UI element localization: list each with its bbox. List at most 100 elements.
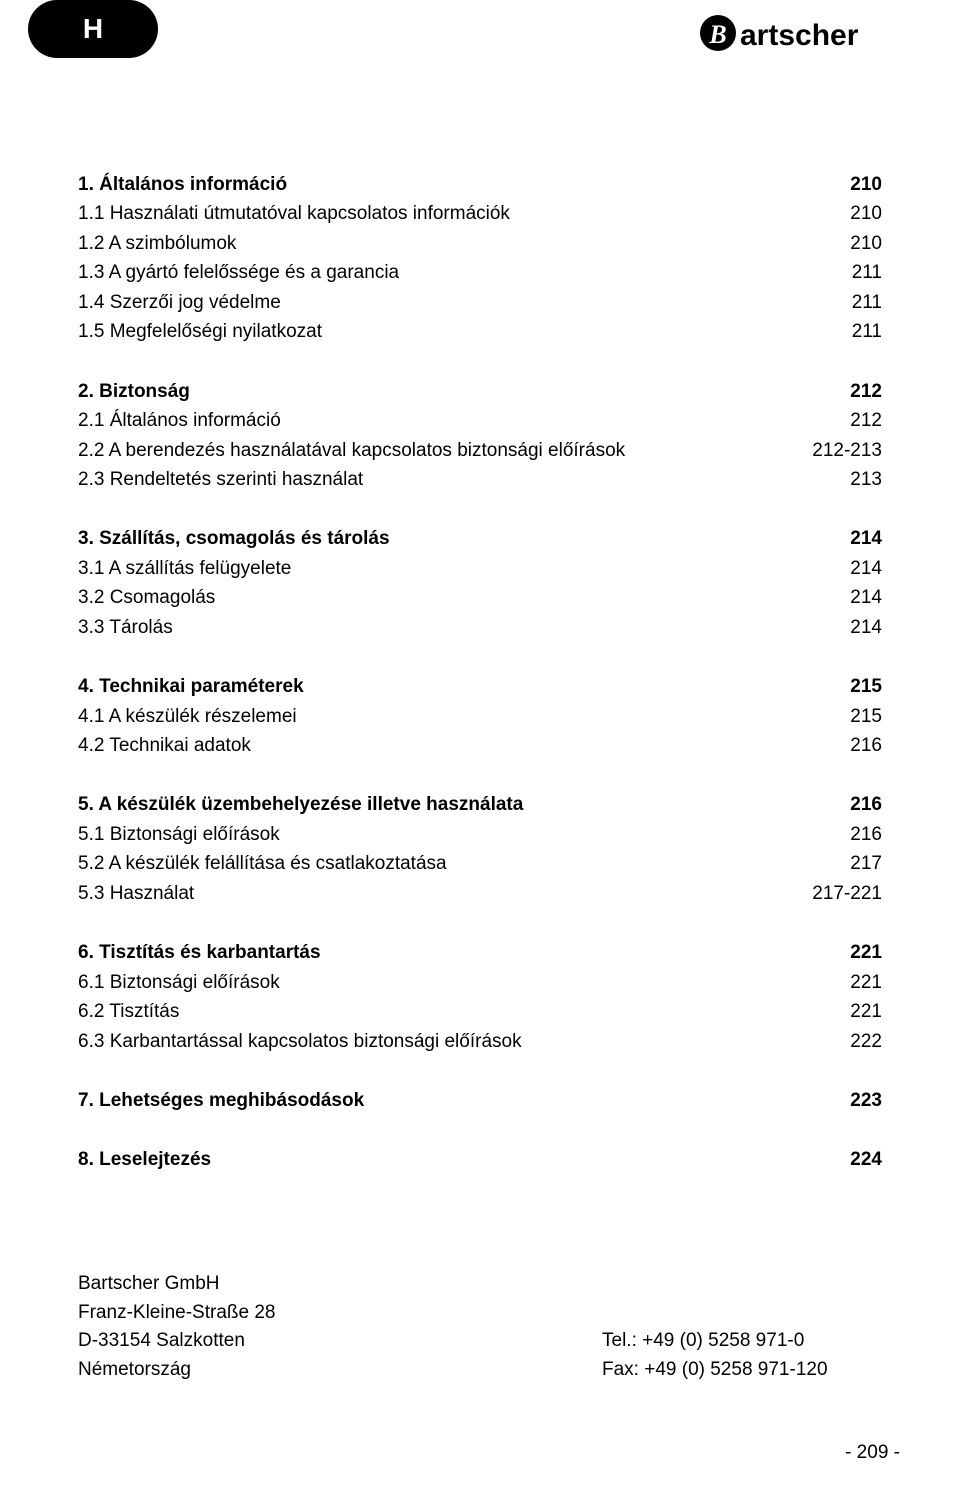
toc-section: 3. Szállítás, csomagolás és tárolás2143.… [78, 524, 882, 642]
toc-title: 4.2 Technikai adatok [78, 731, 850, 760]
toc-page: 222 [850, 1027, 882, 1056]
page-number: - 209 - [845, 1442, 900, 1464]
svg-text:B: B [708, 20, 726, 49]
toc-page: 216 [850, 820, 882, 849]
page-header: H B artscher [0, 0, 960, 80]
footer-city: D-33154 Salzkotten [78, 1327, 602, 1356]
toc-title: 4. Technikai paraméterek [78, 672, 850, 701]
toc-row: 3. Szállítás, csomagolás és tárolás214 [78, 524, 882, 553]
toc-section: 7. Lehetséges meghibásodások223 [78, 1086, 882, 1115]
toc-title: 7. Lehetséges meghibásodások [78, 1086, 850, 1115]
toc-page: 221 [850, 938, 882, 967]
toc-row: 1.3 A gyártó felelőssége és a garancia21… [78, 258, 882, 287]
toc-row: 3.1 A szállítás felügyelete214 [78, 554, 882, 583]
toc-row: 1.4 Szerzői jog védelme211 [78, 288, 882, 317]
toc-row: 5.2 A készülék felállítása és csatlakozt… [78, 849, 882, 878]
toc-section: 2. Biztonság2122.1 Általános információ2… [78, 377, 882, 495]
toc-title: 1.1 Használati útmutatóval kapcsolatos i… [78, 199, 850, 228]
toc-page: 214 [850, 583, 882, 612]
toc-page: 216 [850, 731, 882, 760]
toc-page: 211 [852, 258, 882, 287]
toc-page: 214 [850, 524, 882, 553]
bartscher-logo-icon: B artscher [700, 12, 900, 54]
toc-page: 217-221 [812, 879, 882, 908]
toc-row: 8. Leselejtezés224 [78, 1145, 882, 1174]
toc-page: 215 [850, 702, 882, 731]
toc-page: 214 [850, 554, 882, 583]
toc-row: 6. Tisztítás és karbantartás221 [78, 938, 882, 967]
toc-title: 1.5 Megfelelőségi nyilatkozat [78, 317, 852, 346]
toc-title: 5.1 Biztonsági előírások [78, 820, 850, 849]
toc-title: 2. Biztonság [78, 377, 850, 406]
toc-row: 6.1 Biztonsági előírások221 [78, 968, 882, 997]
toc-page: 210 [850, 199, 882, 228]
toc-page: 211 [852, 288, 882, 317]
toc-page: 213 [850, 465, 882, 494]
toc-row: 4.1 A készülék részelemei215 [78, 702, 882, 731]
toc-row: 2.3 Rendeltetés szerinti használat213 [78, 465, 882, 494]
toc-row: 4.2 Technikai adatok216 [78, 731, 882, 760]
page-footer: Bartscher GmbH Franz-Kleine-Straße 28 D-… [78, 1270, 882, 1384]
toc-row: 1.1 Használati útmutatóval kapcsolatos i… [78, 199, 882, 228]
toc-row: 3.3 Tárolás214 [78, 613, 882, 642]
toc-page: 215 [850, 672, 882, 701]
footer-street: Franz-Kleine-Straße 28 [78, 1299, 602, 1328]
toc-section: 8. Leselejtezés224 [78, 1145, 882, 1174]
brand-logo: B artscher [700, 12, 900, 60]
toc-page: 212 [850, 406, 882, 435]
toc-title: 3.2 Csomagolás [78, 583, 850, 612]
toc-content: 1. Általános információ2101.1 Használati… [0, 80, 960, 1175]
toc-title: 3.1 A szállítás felügyelete [78, 554, 850, 583]
toc-title: 6.1 Biztonsági előírások [78, 968, 850, 997]
toc-title: 1.3 A gyártó felelőssége és a garancia [78, 258, 852, 287]
toc-title: 1. Általános információ [78, 170, 850, 199]
toc-section: 4. Technikai paraméterek2154.1 A készülé… [78, 672, 882, 760]
toc-page: 214 [850, 613, 882, 642]
toc-page: 216 [850, 790, 882, 819]
toc-row: 2.2 A berendezés használatával kapcsolat… [78, 436, 882, 465]
toc-row: 7. Lehetséges meghibásodások223 [78, 1086, 882, 1115]
toc-row: 5.1 Biztonsági előírások216 [78, 820, 882, 849]
toc-row: 6.2 Tisztítás221 [78, 997, 882, 1026]
footer-fax: Fax: +49 (0) 5258 971-120 [602, 1356, 882, 1385]
toc-page: 211 [852, 317, 882, 346]
toc-row: 5.3 Használat217-221 [78, 879, 882, 908]
toc-title: 5.3 Használat [78, 879, 812, 908]
toc-row: 2. Biztonság212 [78, 377, 882, 406]
toc-row: 5. A készülék üzembehelyezése illetve ha… [78, 790, 882, 819]
toc-row: 2.1 Általános információ212 [78, 406, 882, 435]
toc-page: 223 [850, 1086, 882, 1115]
toc-page: 210 [850, 229, 882, 258]
toc-page: 217 [850, 849, 882, 878]
toc-row: 1. Általános információ210 [78, 170, 882, 199]
toc-title: 6. Tisztítás és karbantartás [78, 938, 850, 967]
svg-text:artscher: artscher [740, 19, 859, 52]
toc-title: 3.3 Tárolás [78, 613, 850, 642]
toc-section: 1. Általános információ2101.1 Használati… [78, 170, 882, 347]
language-tab: H [28, 0, 158, 58]
toc-page: 210 [850, 170, 882, 199]
toc-row: 1.2 A szimbólumok210 [78, 229, 882, 258]
footer-tel: Tel.: +49 (0) 5258 971-0 [602, 1327, 882, 1356]
footer-country: Németország [78, 1356, 602, 1385]
toc-title: 3. Szállítás, csomagolás és tárolás [78, 524, 850, 553]
toc-section: 5. A készülék üzembehelyezése illetve ha… [78, 790, 882, 908]
language-tab-label: H [83, 13, 103, 45]
toc-title: 6.3 Karbantartással kapcsolatos biztonsá… [78, 1027, 850, 1056]
footer-company: Bartscher GmbH [78, 1270, 602, 1299]
toc-title: 5.2 A készülék felállítása és csatlakozt… [78, 849, 850, 878]
toc-page: 212-213 [812, 436, 882, 465]
toc-page: 221 [850, 997, 882, 1026]
toc-page: 224 [850, 1145, 882, 1174]
toc-row: 6.3 Karbantartással kapcsolatos biztonsá… [78, 1027, 882, 1056]
toc-title: 4.1 A készülék részelemei [78, 702, 850, 731]
toc-row: 3.2 Csomagolás214 [78, 583, 882, 612]
toc-title: 2.2 A berendezés használatával kapcsolat… [78, 436, 812, 465]
toc-title: 8. Leselejtezés [78, 1145, 850, 1174]
toc-section: 6. Tisztítás és karbantartás2216.1 Bizto… [78, 938, 882, 1056]
toc-title: 2.3 Rendeltetés szerinti használat [78, 465, 850, 494]
toc-row: 1.5 Megfelelőségi nyilatkozat211 [78, 317, 882, 346]
toc-title: 5. A készülék üzembehelyezése illetve ha… [78, 790, 850, 819]
toc-title: 6.2 Tisztítás [78, 997, 850, 1026]
toc-page: 221 [850, 968, 882, 997]
